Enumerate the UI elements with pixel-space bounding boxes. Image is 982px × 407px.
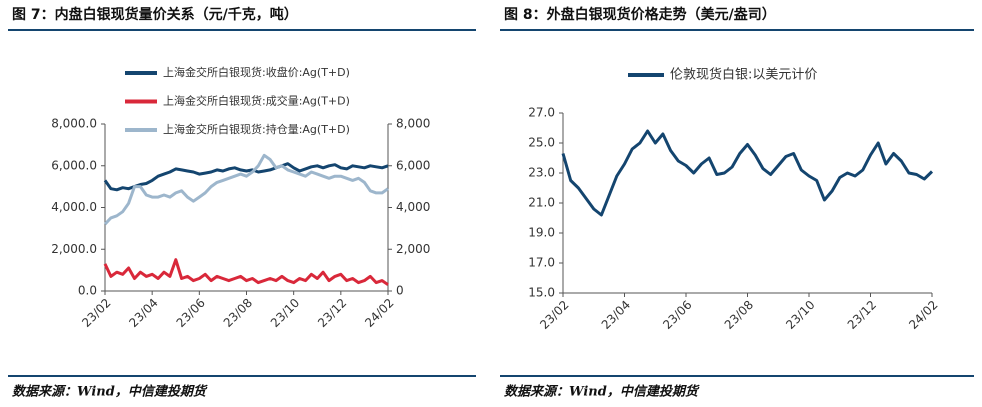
x-tick-label: 24/02	[906, 298, 940, 332]
y-tick-label: 8,000.0	[51, 117, 97, 131]
figure-title: 图 7：内盘白银现货量价关系（元/千克，吨）	[12, 6, 298, 23]
x-tick-label: 23/06	[174, 296, 208, 330]
source-note: 数据来源：Wind，中信建投期货	[12, 384, 208, 400]
y-tick-label: 15.0	[528, 286, 555, 300]
y-tick-label: 19.0	[528, 226, 555, 240]
y-tick-label: 2,000	[396, 242, 430, 256]
y-tick-label: 4,000.0	[51, 200, 97, 214]
source-note: 数据来源：Wind，中信建投期货	[504, 384, 700, 400]
x-tick-label: 23/06	[660, 298, 694, 332]
x-tick-label: 23/02	[537, 298, 571, 332]
series-line	[103, 162, 389, 192]
legend-label: 上海金交所白银现货:收盘价:Ag(T+D)	[163, 65, 350, 79]
figure-title: 图 8：外盘白银现货价格走势（美元/盎司）	[504, 6, 776, 23]
x-tick-label: 23/12	[845, 298, 879, 332]
y-tick-label: 0.0	[78, 284, 97, 298]
x-tick-label: 23/12	[315, 296, 349, 330]
x-tick-label: 23/10	[268, 296, 302, 330]
y-tick-label: 23.0	[528, 166, 555, 180]
x-tick-label: 23/08	[722, 298, 756, 332]
y-tick-label: 8,000	[396, 117, 430, 131]
y-tick-label: 4,000	[396, 200, 430, 214]
series-line	[561, 129, 934, 217]
x-tick-label: 23/08	[221, 296, 255, 330]
y-tick-label: 6,000.0	[51, 158, 97, 172]
x-tick-label: 24/02	[362, 296, 396, 330]
y-tick-label: 17.0	[528, 256, 555, 270]
y-tick-label: 25.0	[528, 136, 555, 150]
legend-label: 伦敦现货白银:以美元计价	[670, 67, 817, 83]
legend-label: 上海金交所白银现货:持仓量:Ag(T+D)	[163, 122, 350, 136]
y-tick-label: 21.0	[528, 196, 555, 210]
legend-label: 上海金交所白银现货:成交量:Ag(T+D)	[163, 94, 350, 108]
y-tick-label: 6,000	[396, 158, 430, 172]
x-tick-label: 23/04	[126, 296, 160, 330]
y-tick-label: 27.0	[528, 106, 555, 120]
y-tick-label: 0	[396, 284, 404, 298]
series-line	[103, 258, 389, 286]
x-tick-label: 23/02	[79, 296, 113, 330]
y-tick-label: 2,000.0	[51, 242, 97, 256]
x-tick-label: 23/10	[783, 298, 817, 332]
x-tick-label: 23/04	[599, 298, 633, 332]
series-line	[103, 153, 389, 226]
